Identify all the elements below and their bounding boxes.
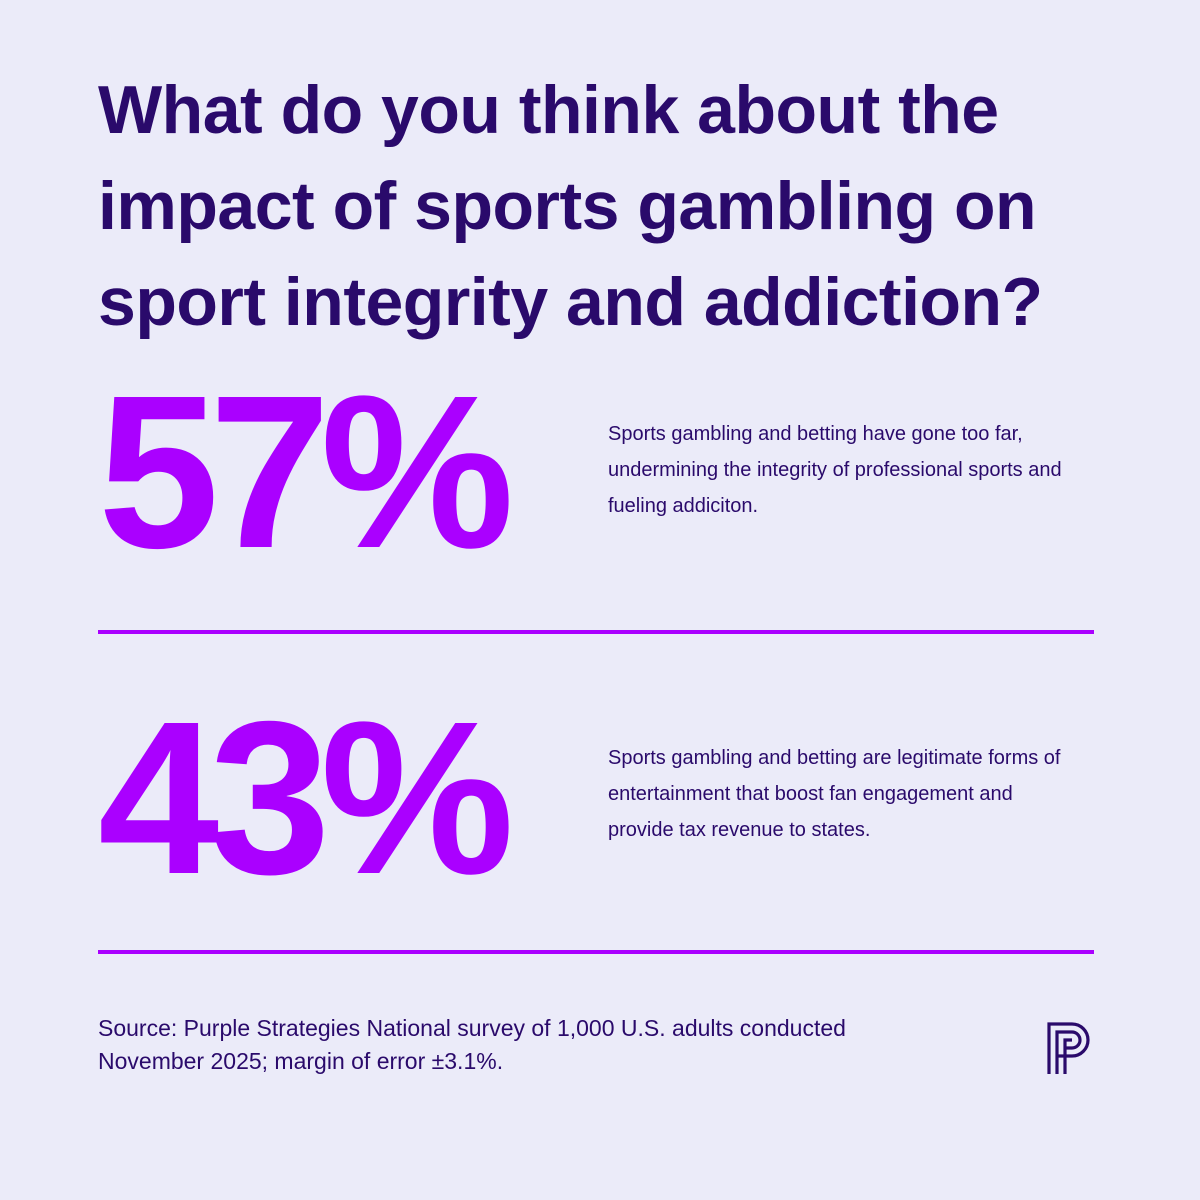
- stat-percent: 57%: [98, 351, 514, 594]
- stat-statement: Sports gambling and betting are legitima…: [608, 747, 1061, 841]
- divider: [98, 630, 1094, 634]
- stat-statement: Sports gambling and betting have gone to…: [608, 423, 1062, 517]
- divider: [98, 950, 1094, 954]
- source-note: Source: Purple Strategies National surve…: [98, 1015, 846, 1074]
- stat-percent: 43%: [98, 677, 514, 920]
- stat-block-57: 57% Sports gambling and betting have gon…: [98, 364, 1094, 634]
- stat-block-43: 43% Sports gambling and betting are legi…: [98, 677, 1094, 954]
- page-title: What do you think about the impact of sp…: [98, 72, 1043, 340]
- purple-strategies-p-logo-icon: [1044, 1018, 1096, 1076]
